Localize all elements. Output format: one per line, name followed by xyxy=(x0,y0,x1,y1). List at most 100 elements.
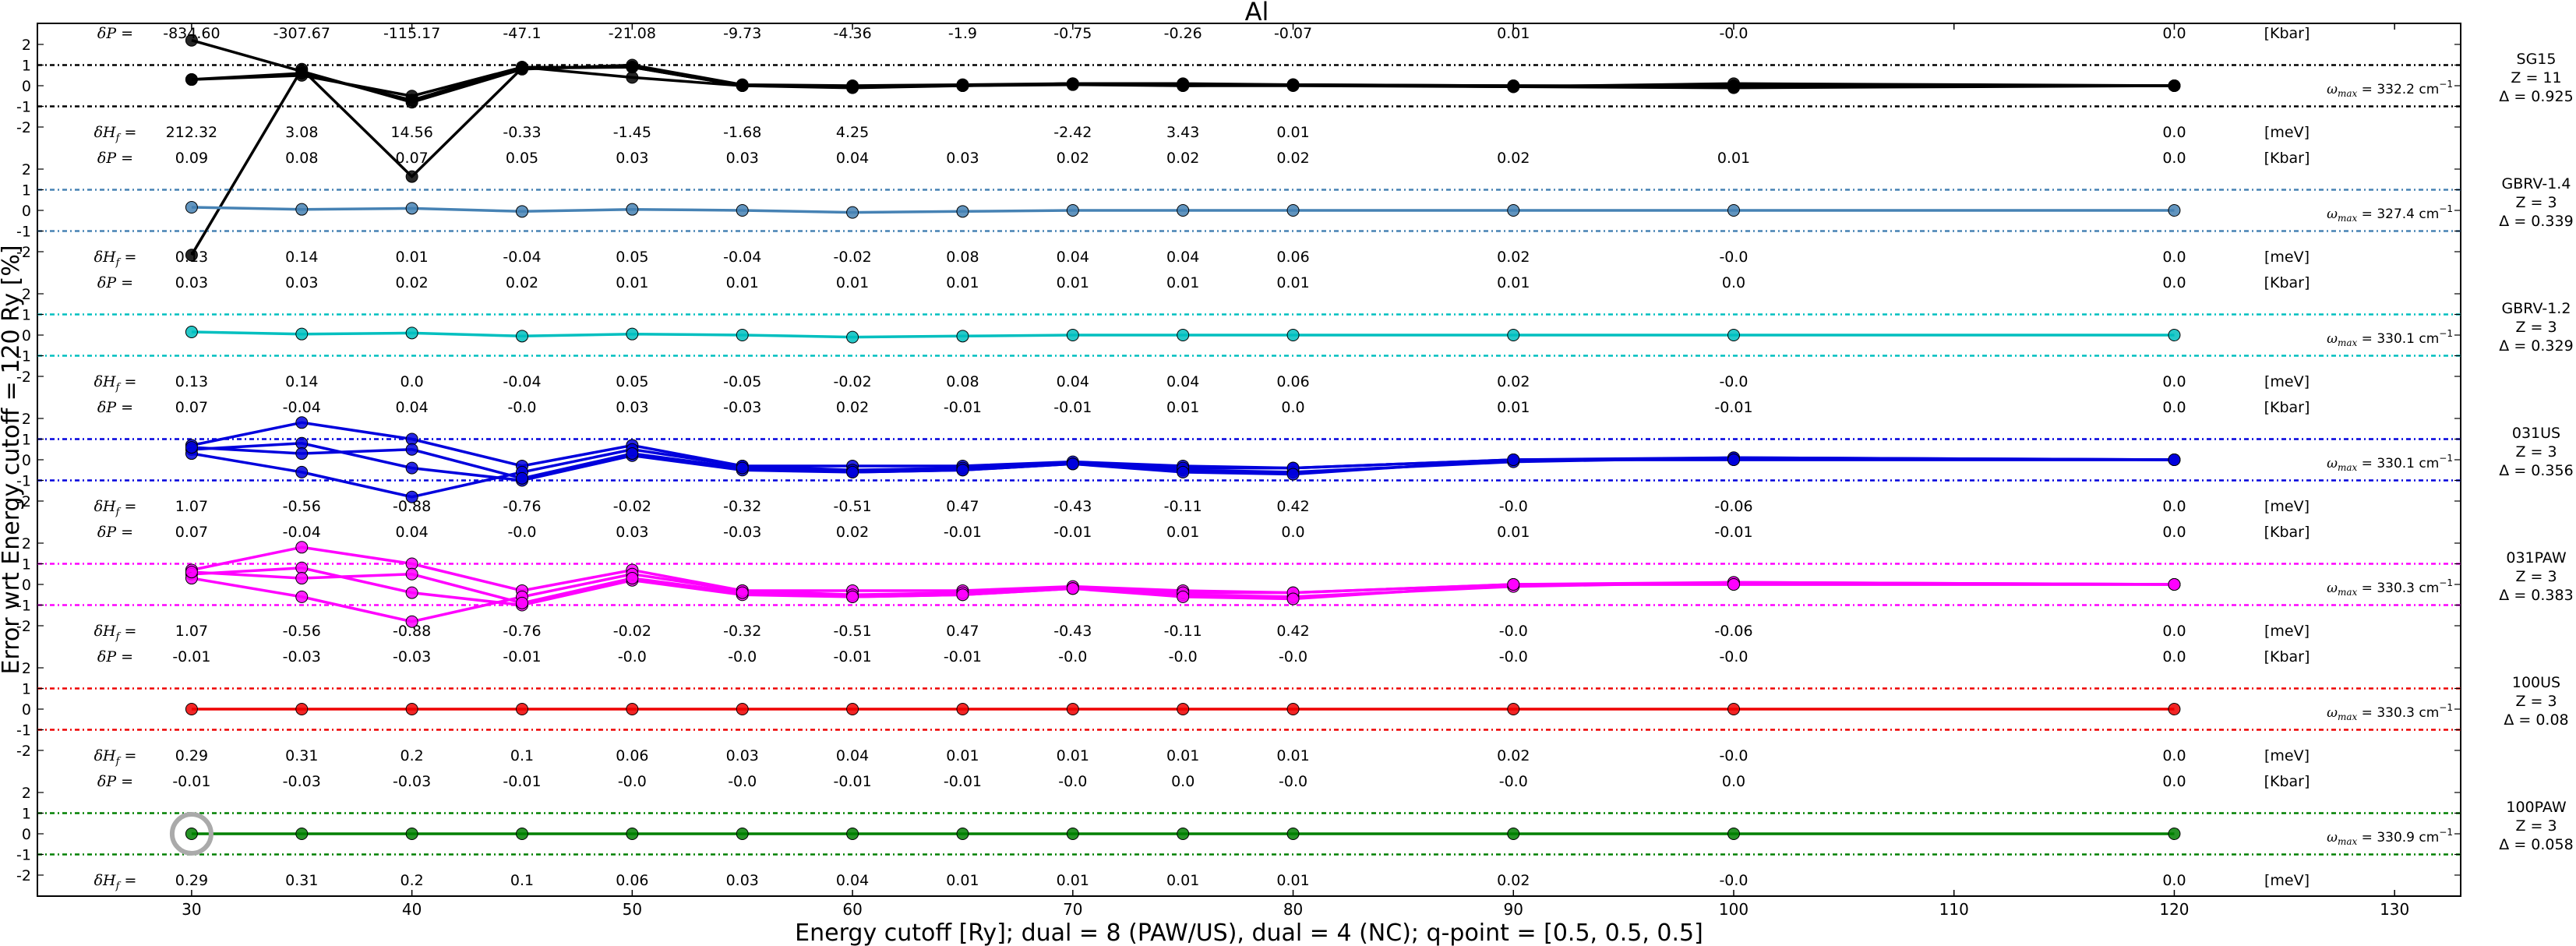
dh-value: -0.05 xyxy=(723,373,761,390)
dp-value: -0.0 xyxy=(728,648,757,665)
data-point xyxy=(1727,329,1740,341)
dh-label: δHf = xyxy=(94,498,137,518)
data-point xyxy=(846,828,859,840)
data-point xyxy=(846,465,859,478)
y-tick-label: -1 xyxy=(16,224,31,241)
pseudo-name: GBRV-1.4 xyxy=(2502,175,2571,192)
data-point xyxy=(185,828,198,840)
dh-value: -0.04 xyxy=(503,249,541,266)
data-point xyxy=(1286,468,1300,481)
dp-value: -0.03 xyxy=(283,648,321,665)
dp-value: 0.07 xyxy=(395,150,428,167)
dp-value: 0.04 xyxy=(836,150,869,167)
kbar-unit: [Kbar] xyxy=(2264,150,2310,167)
dh-value: 0.08 xyxy=(946,373,979,390)
dp-value: 0.0 xyxy=(1722,274,1745,291)
dh-label: δHf = xyxy=(94,872,137,892)
dp-value: -0.01 xyxy=(172,773,210,790)
dp-value: -0.0 xyxy=(1058,648,1087,665)
data-point xyxy=(295,62,309,76)
dp-value: -0.0 xyxy=(507,524,536,541)
dp-label: δP = xyxy=(97,524,133,541)
series-group xyxy=(185,34,2181,262)
data-point xyxy=(2168,454,2181,466)
dp-value: -0.07 xyxy=(1274,25,1312,42)
data-point xyxy=(1727,828,1740,840)
data-point xyxy=(1727,578,1740,591)
dp-value: 0.02 xyxy=(1497,150,1530,167)
dh-label: δHf = xyxy=(94,249,137,269)
dp-value: -0.04 xyxy=(283,399,321,416)
dp-value: -0.01 xyxy=(1714,524,1752,541)
data-point xyxy=(295,447,309,461)
y-tick-label: -2 xyxy=(16,493,31,510)
mev-unit: [meV] xyxy=(2264,124,2310,141)
data-point xyxy=(1286,828,1300,840)
dh-value: 0.0 xyxy=(401,373,424,390)
data-point xyxy=(516,62,528,75)
data-point xyxy=(1727,454,1740,466)
y-tick-label: -1 xyxy=(16,473,31,490)
dh-value: 0.2 xyxy=(401,872,424,889)
dh-value: -0.04 xyxy=(723,249,761,266)
dp-value: -21.08 xyxy=(609,25,656,42)
dp-value: 0.01 xyxy=(1497,274,1530,291)
dp-value: -0.01 xyxy=(834,648,872,665)
pseudo-z: Z = 11 xyxy=(2511,69,2561,86)
chart-title: Al xyxy=(1245,0,1269,26)
dh-value: 0.14 xyxy=(285,249,318,266)
series-group xyxy=(185,703,2181,715)
dp-value: 0.01 xyxy=(946,274,979,291)
dp-value: -0.01 xyxy=(1053,524,1092,541)
dh-label: δHf = xyxy=(94,373,137,394)
data-point xyxy=(185,326,198,339)
series-line xyxy=(191,330,2175,339)
dp-value: 0.0 xyxy=(1281,399,1304,416)
dh-value: -0.0 xyxy=(1719,872,1748,889)
dh-value: 0.29 xyxy=(175,747,208,764)
data-point xyxy=(1286,204,1300,217)
dp-value: 0.03 xyxy=(175,274,208,291)
pseudo-z: Z = 3 xyxy=(2515,817,2557,835)
dh-value: 0.0 xyxy=(2162,872,2186,889)
dh-value: 0.01 xyxy=(1166,747,1199,764)
dp-value: 0.02 xyxy=(1166,150,1199,167)
mev-unit: [meV] xyxy=(2264,623,2310,640)
series-line xyxy=(191,206,2175,214)
data-point xyxy=(1066,77,1079,90)
dh-value: 0.13 xyxy=(175,373,208,390)
data-point xyxy=(516,828,528,840)
dp-value: 0.01 xyxy=(1166,274,1199,291)
dp-value: -0.01 xyxy=(944,399,982,416)
data-point xyxy=(1507,828,1520,840)
dh-value: 0.0 xyxy=(2162,747,2186,764)
data-point xyxy=(405,461,418,475)
dp-value: 0.0 xyxy=(2162,399,2186,416)
y-tick-label: -2 xyxy=(16,867,31,884)
dp-label: δP = xyxy=(97,25,133,42)
dh-value: 0.01 xyxy=(1276,747,1309,764)
panel-gbrv-1-2: 2 1 0 -1 -2 δP = 0.03 0.03 0.02 0.02 0.01 0.01 0.01 0… xyxy=(16,274,2574,394)
dp-value: -4.36 xyxy=(834,25,872,42)
x-tick-label: 90 xyxy=(1504,900,1523,919)
dp-value: 0.02 xyxy=(395,274,428,291)
data-point xyxy=(185,73,198,86)
dp-value: -0.0 xyxy=(1058,773,1087,790)
dh-value: 0.04 xyxy=(1057,373,1089,390)
data-point xyxy=(2168,204,2181,217)
dh-value: 0.29 xyxy=(175,872,208,889)
data-point xyxy=(185,34,198,47)
data-point xyxy=(295,541,309,554)
dp-value: 0.01 xyxy=(1497,524,1530,541)
dh-value: -0.33 xyxy=(503,124,541,141)
dp-value: -0.01 xyxy=(834,773,872,790)
mev-unit: [meV] xyxy=(2264,747,2310,764)
dh-value: -0.04 xyxy=(503,373,541,390)
panels: 210-1-2δP = -834.60 -307.67 -115.17 -47.1 -21… xyxy=(16,25,2574,892)
dp-value: 0.01 xyxy=(726,274,759,291)
data-point xyxy=(846,206,859,219)
data-point xyxy=(185,441,198,454)
dh-value: 0.01 xyxy=(946,747,979,764)
series-group xyxy=(185,326,2181,344)
data-point xyxy=(405,490,418,503)
